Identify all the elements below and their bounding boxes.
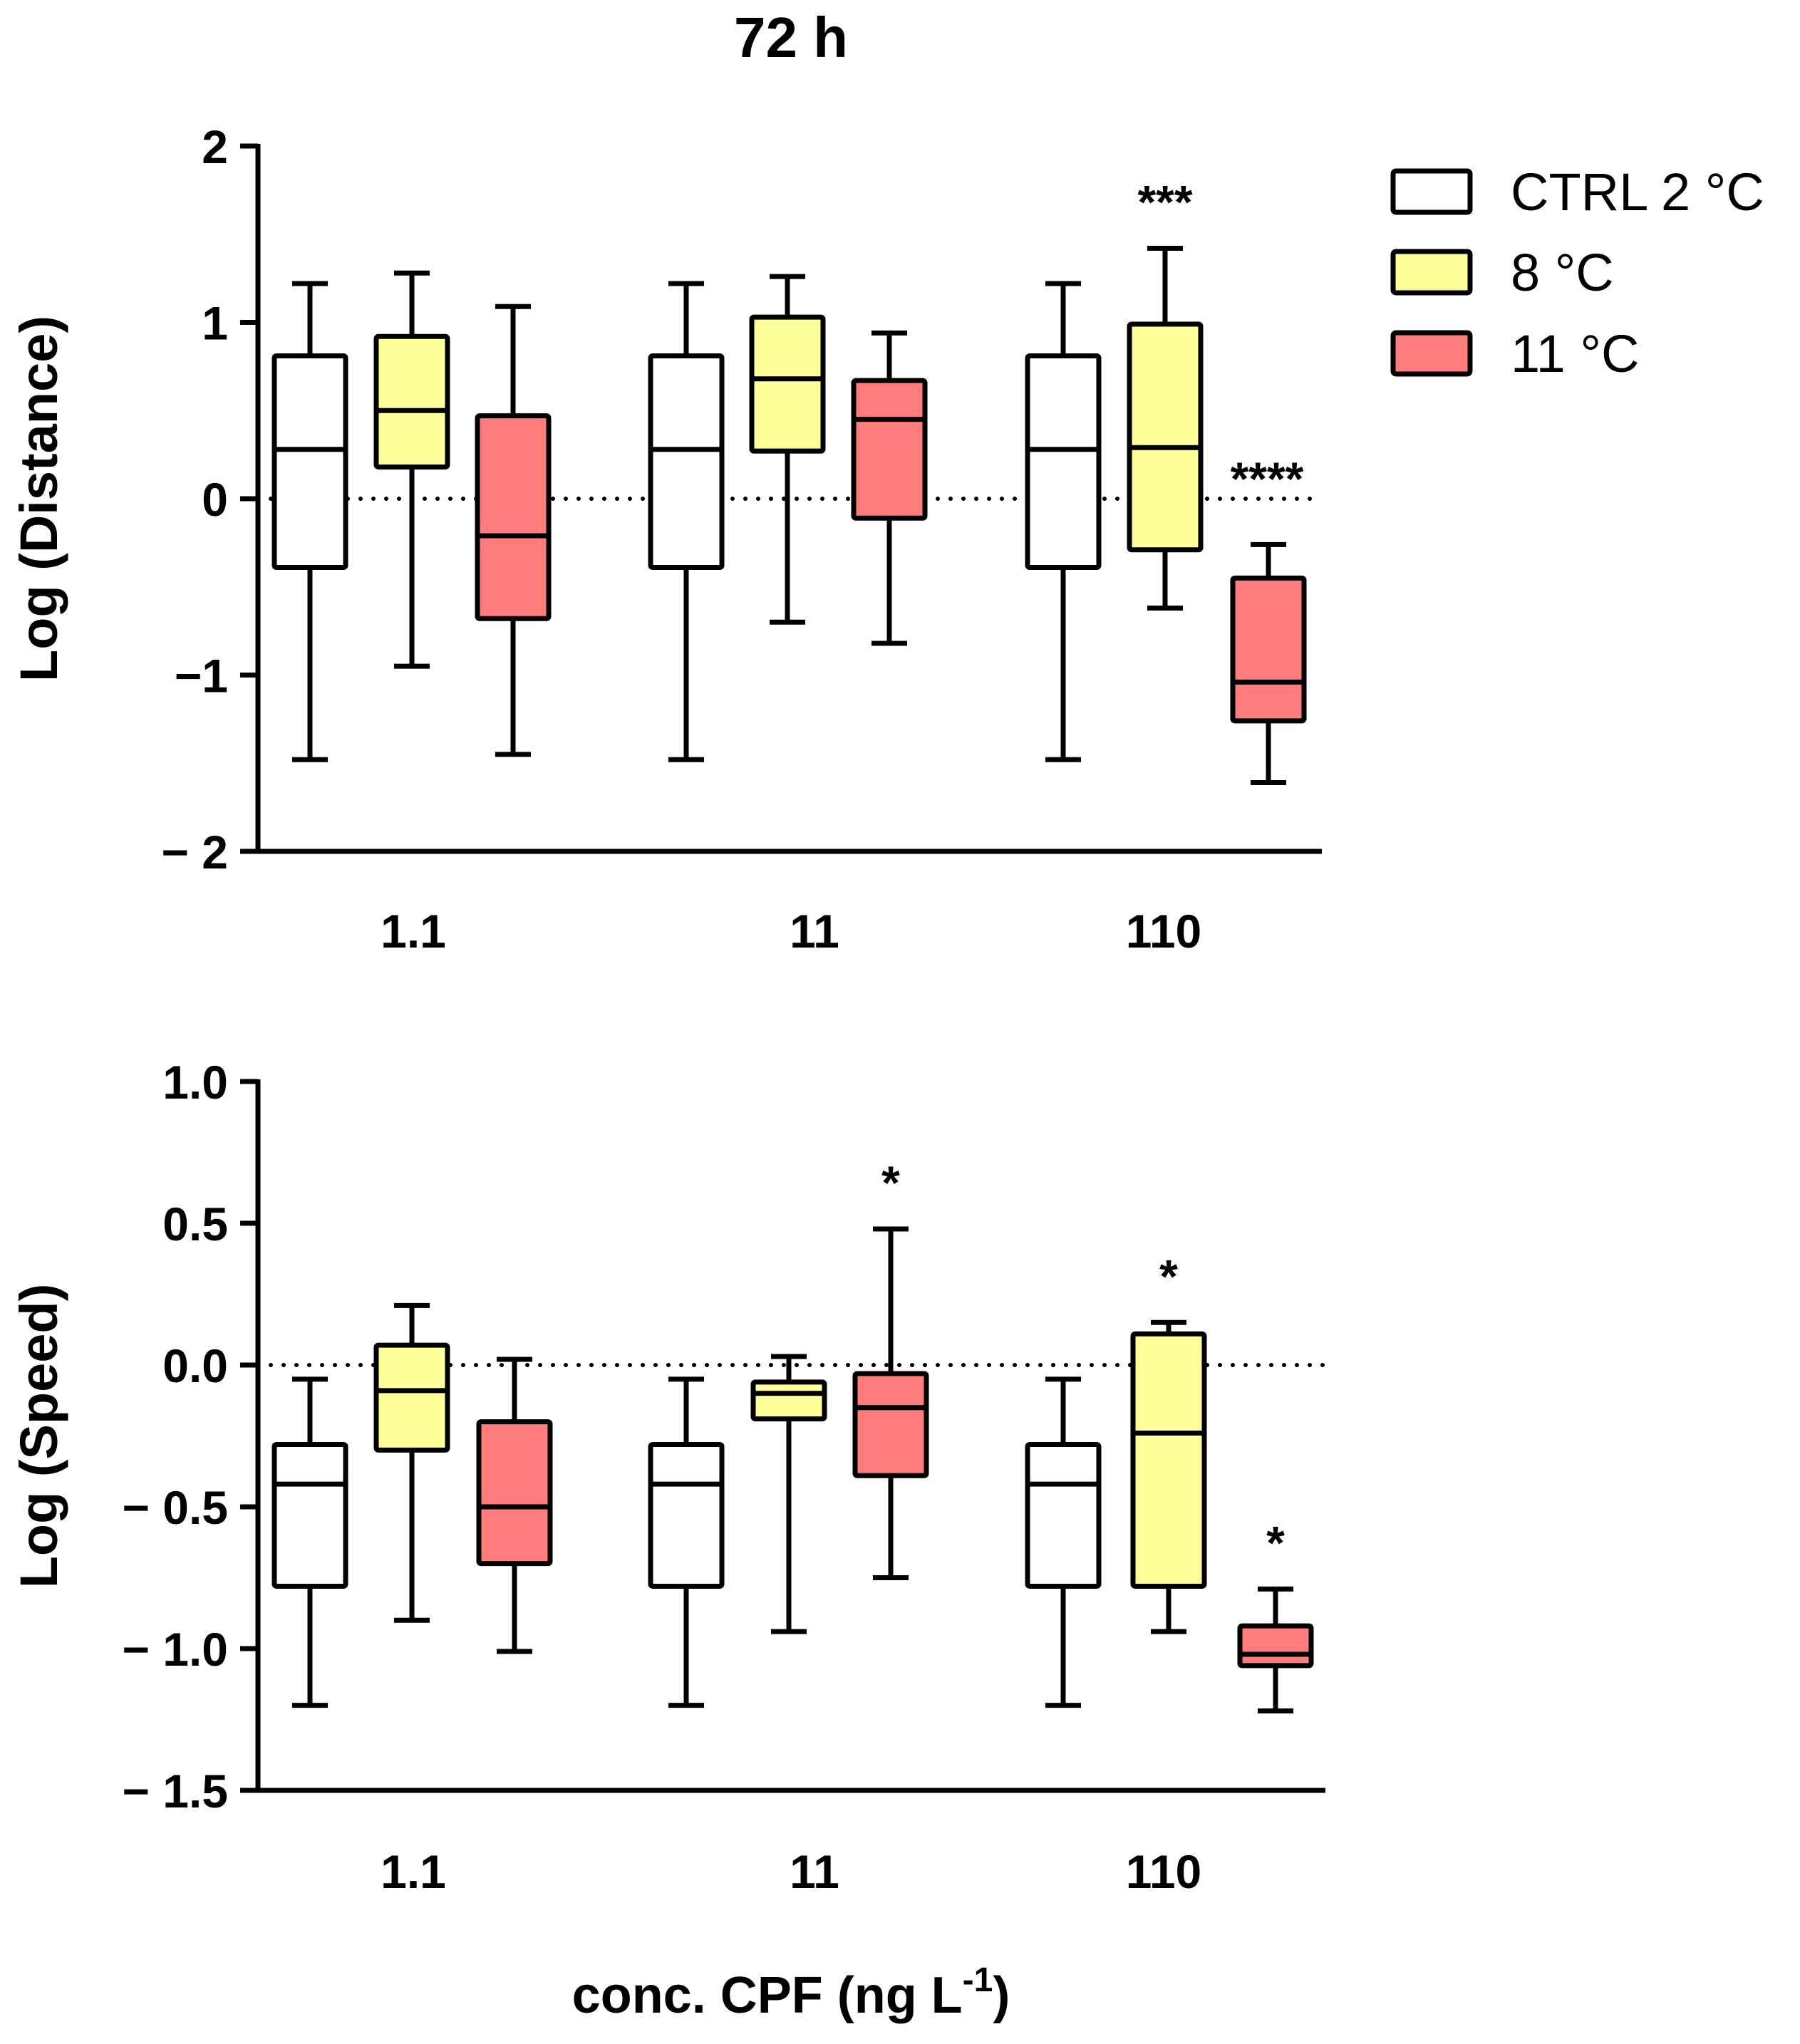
box-iqr <box>1230 575 1307 724</box>
box-iqr <box>476 1419 553 1567</box>
box-110-8-c: * <box>1130 1250 1207 1634</box>
box-11-ctrl-2-c <box>648 281 725 762</box>
box-iqr <box>750 1379 827 1422</box>
box-1.1-8-c <box>373 270 450 669</box>
box-iqr <box>851 378 928 521</box>
box-iqr <box>271 353 348 571</box>
legend-label: 11 °C <box>1511 324 1639 383</box>
box-110-ctrl-2-c <box>1025 1376 1102 1708</box>
box-iqr <box>373 333 450 470</box>
box-iqr <box>373 1342 450 1453</box>
box-11-11-c <box>851 330 928 646</box>
legend-label: 8 °C <box>1511 243 1614 302</box>
legend-label: CTRL 2 °C <box>1511 162 1764 222</box>
x-category-label: 11 <box>790 905 839 958</box>
y-tick-label: − 2 <box>161 826 228 878</box>
y-tick-label: − 0.5 <box>122 1481 228 1534</box>
box-110-11-c: **** <box>1230 452 1307 785</box>
significance-annotation: * <box>1159 1250 1178 1302</box>
box-110-11-c: * <box>1237 1516 1314 1714</box>
y-axis-label: Log (Speed) <box>9 1284 68 1589</box>
box-1.1-8-c <box>373 1302 450 1623</box>
x-category-label: 1.1 <box>381 1845 446 1898</box>
x-axis-label-main: conc. CPF (ng L <box>572 1967 963 2024</box>
legend-swatch <box>1390 330 1473 377</box>
box-1.1-11-c <box>476 1356 553 1654</box>
box-1.1-ctrl-2-c <box>271 1376 348 1708</box>
y-tick-label: 0.0 <box>162 1339 228 1392</box>
box-1.1-11-c <box>475 304 552 757</box>
y-tick-label: −1 <box>175 650 228 702</box>
box-11-ctrl-2-c <box>648 1376 725 1708</box>
x-category-label: 110 <box>1126 1845 1201 1898</box>
x-category-label: 110 <box>1126 905 1201 958</box>
y-tick-label: − 1.5 <box>122 1765 228 1817</box>
box-iqr <box>648 353 725 571</box>
legend-swatch <box>1390 249 1473 296</box>
y-tick-label: 0 <box>202 473 228 526</box>
box-iqr <box>1237 1623 1314 1669</box>
significance-annotation: **** <box>1231 452 1304 505</box>
box-11-8-c <box>749 274 826 625</box>
legend-swatch <box>1390 168 1473 215</box>
box-iqr <box>1025 353 1102 571</box>
y-tick-label: 1.0 <box>162 1056 228 1109</box>
y-tick-label: 0.5 <box>162 1198 228 1250</box>
box-iqr <box>475 413 552 621</box>
y-axis-label: Log (Distance) <box>9 316 68 682</box>
y-tick-label: 2 <box>202 120 228 173</box>
box-iqr <box>648 1441 725 1589</box>
x-axis-label-close: ) <box>993 1967 1010 2024</box>
legend-item: CTRL 2 °C <box>1390 162 1764 222</box>
figure-title: 72 h <box>734 6 848 69</box>
legend: CTRL 2 °C 8 °C 11 °C <box>1390 162 1764 383</box>
box-iqr <box>1127 321 1204 553</box>
x-category-label: 1.1 <box>381 905 446 958</box>
shared-x-axis-label: conc. CPF (ng L-1) <box>572 1961 1010 2024</box>
box-11-8-c <box>750 1354 827 1634</box>
box-110-ctrl-2-c <box>1025 281 1102 762</box>
x-category-label: 11 <box>790 1845 839 1898</box>
box-iqr <box>271 1441 348 1589</box>
box-iqr <box>1130 1331 1207 1589</box>
box-110-8-c: *** <box>1127 176 1204 611</box>
speed-panel: 1.0 0.5 0.0 − 0.5 − 1.0 − 1.5 Log (Speed) 1.1 11… <box>9 1056 1328 1898</box>
box-iqr <box>749 314 826 454</box>
legend-item: 8 °C <box>1390 243 1614 302</box>
significance-annotation: * <box>1266 1516 1285 1569</box>
significance-annotation: * <box>881 1156 900 1209</box>
significance-annotation: *** <box>1137 176 1192 229</box>
x-axis-label-superscript: -1 <box>963 1961 993 1999</box>
box-1.1-ctrl-2-c <box>271 281 348 762</box>
box-iqr <box>852 1371 929 1478</box>
legend-item: 11 °C <box>1390 324 1639 383</box>
y-tick-label: − 1.0 <box>122 1623 228 1676</box>
box-iqr <box>1025 1441 1102 1589</box>
box-11-11-c: * <box>852 1156 929 1580</box>
y-tick-label: 1 <box>202 297 228 350</box>
